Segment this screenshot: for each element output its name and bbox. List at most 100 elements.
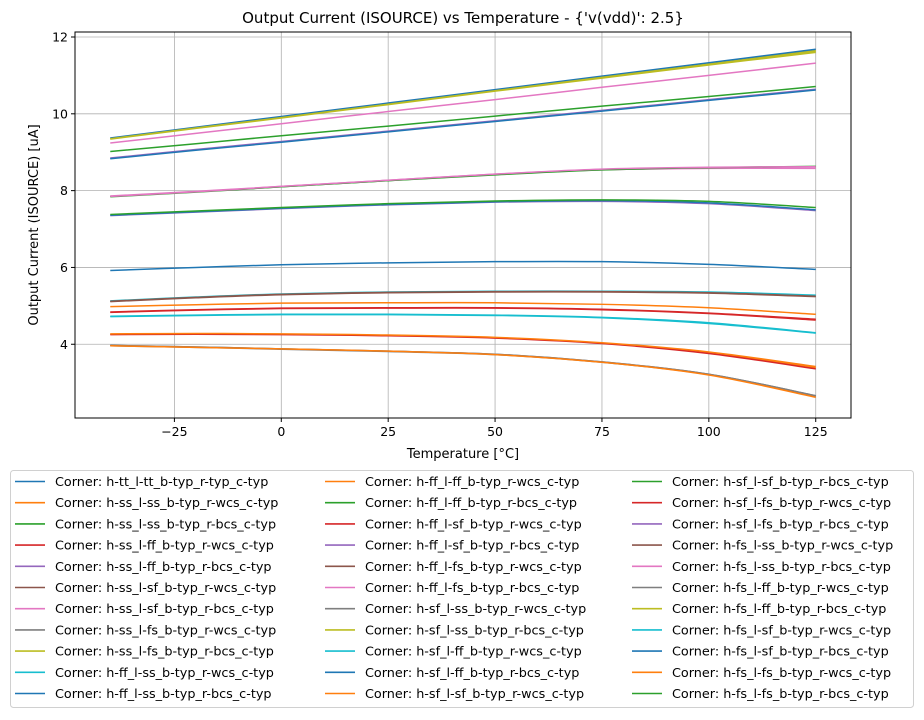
legend-item: Corner: h-ss_l-fs_b-typ_r-wcs_c-typ	[15, 623, 276, 638]
series-line	[110, 290, 816, 302]
series-line	[110, 301, 816, 316]
series-line	[110, 313, 816, 334]
legend-item: Corner: h-fs_l-fs_b-typ_r-wcs_c-typ	[632, 666, 891, 681]
legend-item: Corner: h-sf_l-ff_b-typ_r-wcs_c-typ	[325, 645, 582, 660]
legend-label: Corner: h-ff_l-fs_b-typ_r-bcs_c-typ	[365, 581, 579, 596]
legend-label: Corner: h-ff_l-ss_b-typ_r-wcs_c-typ	[55, 666, 274, 681]
plot-frame	[74, 31, 852, 419]
legend-label: Corner: h-sf_l-ss_b-typ_r-wcs_c-typ	[365, 602, 586, 617]
series-line	[110, 51, 816, 140]
series-line	[110, 88, 816, 159]
grid	[75, 32, 851, 418]
series-line	[110, 199, 816, 216]
legend-label: Corner: h-sf_l-ss_b-typ_r-bcs_c-typ	[365, 623, 584, 638]
legend-label: Corner: h-ss_l-fs_b-typ_r-wcs_c-typ	[55, 623, 276, 638]
legend-label: Corner: h-ff_l-ff_b-typ_r-wcs_c-typ	[365, 475, 579, 490]
legend-item: Corner: h-tt_l-tt_b-typ_r-typ_c-typ	[15, 475, 268, 490]
series-line	[110, 167, 816, 197]
y-tick-label: 12	[52, 29, 68, 44]
legend-item: Corner: h-ss_l-ss_b-typ_r-bcs_c-typ	[15, 517, 276, 532]
legend-label: Corner: h-ss_l-ff_b-typ_r-wcs_c-typ	[55, 539, 274, 554]
series-line	[110, 166, 816, 198]
legend-item: Corner: h-ff_l-ss_b-typ_r-bcs_c-typ	[15, 687, 272, 702]
series-line	[110, 89, 816, 160]
legend-item: Corner: h-ss_l-fs_b-typ_r-bcs_c-typ	[15, 645, 274, 660]
legend-label: Corner: h-ff_l-sf_b-typ_r-wcs_c-typ	[365, 517, 582, 532]
legend-label: Corner: h-fs_l-ss_b-typ_r-wcs_c-typ	[672, 539, 893, 554]
legend-item: Corner: h-ss_l-ss_b-typ_r-wcs_c-typ	[15, 496, 278, 511]
y-tick-label: 8	[60, 183, 68, 198]
series-line	[110, 165, 816, 198]
legend-item: Corner: h-fs_l-sf_b-typ_r-wcs_c-typ	[632, 623, 891, 638]
series-line	[110, 199, 816, 216]
legend-item: Corner: h-sf_l-ss_b-typ_r-wcs_c-typ	[325, 602, 586, 617]
series-line	[110, 166, 816, 198]
legend-label: Corner: h-fs_l-fs_b-typ_r-wcs_c-typ	[672, 666, 891, 681]
legend-label: Corner: h-ff_l-ff_b-typ_r-bcs_c-typ	[365, 496, 577, 511]
legend-label: Corner: h-ss_l-ff_b-typ_r-bcs_c-typ	[55, 560, 272, 575]
legend-label: Corner: h-fs_l-sf_b-typ_r-wcs_c-typ	[672, 623, 891, 638]
series-line	[110, 313, 816, 334]
x-tick-label: 25	[380, 424, 396, 439]
legend-label: Corner: h-sf_l-sf_b-typ_r-bcs_c-typ	[672, 475, 889, 490]
legend-item: Corner: h-ff_l-fs_b-typ_r-wcs_c-typ	[325, 560, 582, 575]
series-line	[110, 345, 816, 398]
legend-item: Corner: h-fs_l-ss_b-typ_r-wcs_c-typ	[632, 539, 893, 554]
legend-label: Corner: h-fs_l-ff_b-typ_r-wcs_c-typ	[672, 581, 889, 596]
y-axis-label: Output Current (ISOURCE) [uA]	[27, 124, 42, 325]
legend-label: Corner: h-ff_l-ss_b-typ_r-bcs_c-typ	[55, 687, 272, 702]
legend-item: Corner: h-fs_l-fs_b-typ_r-bcs_c-typ	[632, 687, 889, 702]
legend-item: Corner: h-sf_l-ss_b-typ_r-bcs_c-typ	[325, 623, 584, 638]
legend-label: Corner: h-sf_l-sf_b-typ_r-wcs_c-typ	[365, 687, 584, 702]
series-line	[110, 332, 816, 368]
legend-item: Corner: h-fs_l-sf_b-typ_r-bcs_c-typ	[632, 645, 889, 660]
series-line	[110, 48, 816, 139]
series-line	[110, 62, 816, 144]
legend-item: Corner: h-ss_l-ff_b-typ_r-wcs_c-typ	[15, 539, 274, 554]
legend-item: Corner: h-ss_l-sf_b-typ_r-wcs_c-typ	[15, 581, 276, 596]
legend-label: Corner: h-ss_l-ss_b-typ_r-wcs_c-typ	[55, 496, 278, 511]
y-tick-label: 6	[60, 260, 68, 275]
legend-item: Corner: h-ff_l-ff_b-typ_r-wcs_c-typ	[325, 475, 579, 490]
legend-item: Corner: h-ff_l-sf_b-typ_r-bcs_c-typ	[325, 539, 579, 554]
y-tick-label: 4	[60, 337, 68, 352]
x-tick-label: −25	[161, 424, 187, 439]
legend-item: Corner: h-ss_l-sf_b-typ_r-bcs_c-typ	[15, 602, 274, 617]
x-tick-label: 125	[804, 424, 828, 439]
x-tick-label: 0	[277, 424, 285, 439]
legend-label: Corner: h-fs_l-fs_b-typ_r-bcs_c-typ	[672, 687, 889, 702]
legend-label: Corner: h-ss_l-fs_b-typ_r-bcs_c-typ	[55, 645, 274, 660]
x-axis-label: Temperature [°C]	[406, 447, 519, 462]
legend-label: Corner: h-ss_l-ss_b-typ_r-bcs_c-typ	[55, 517, 276, 532]
legend-item: Corner: h-sf_l-sf_b-typ_r-bcs_c-typ	[632, 475, 889, 490]
axis-ticks: −25 0 25 50 75 100 125 4 6 8 10 12	[52, 29, 828, 439]
legend-item: Corner: h-sf_l-sf_b-typ_r-wcs_c-typ	[325, 687, 584, 702]
legend: Corner: h-tt_l-tt_b-typ_r-typ_c-typ Corne…	[15, 475, 893, 702]
legend-item: Corner: h-ss_l-ff_b-typ_r-bcs_c-typ	[15, 560, 272, 575]
legend-item: Corner: h-sf_l-fs_b-typ_r-wcs_c-typ	[632, 496, 891, 511]
legend-label: Corner: h-fs_l-sf_b-typ_r-bcs_c-typ	[672, 645, 889, 660]
legend-item: Corner: h-ff_l-ss_b-typ_r-wcs_c-typ	[15, 666, 274, 681]
legend-item: Corner: h-ff_l-sf_b-typ_r-wcs_c-typ	[325, 517, 582, 532]
legend-item: Corner: h-sf_l-ff_b-typ_r-bcs_c-typ	[325, 666, 579, 681]
legend-item: Corner: h-fs_l-ff_b-typ_r-bcs_c-typ	[632, 602, 886, 617]
legend-item: Corner: h-sf_l-fs_b-typ_r-bcs_c-typ	[632, 517, 889, 532]
legend-label: Corner: h-ss_l-sf_b-typ_r-bcs_c-typ	[55, 602, 274, 617]
y-tick-label: 10	[52, 106, 68, 121]
legend-label: Corner: h-sf_l-ff_b-typ_r-wcs_c-typ	[365, 645, 582, 660]
chart-title: Output Current (ISOURCE) vs Temperature …	[242, 9, 684, 27]
legend-label: Corner: h-ff_l-sf_b-typ_r-bcs_c-typ	[365, 539, 579, 554]
x-tick-label: 50	[487, 424, 503, 439]
legend-label: Corner: h-fs_l-ss_b-typ_r-bcs_c-typ	[672, 560, 891, 575]
legend-item: Corner: h-fs_l-ss_b-typ_r-bcs_c-typ	[632, 560, 891, 575]
series-line	[110, 85, 816, 153]
x-tick-label: 75	[594, 424, 610, 439]
legend-label: Corner: h-tt_l-tt_b-typ_r-typ_c-typ	[55, 475, 268, 490]
series-line	[110, 333, 816, 369]
legend-label: Corner: h-fs_l-ff_b-typ_r-bcs_c-typ	[672, 602, 886, 617]
legend-item: Corner: h-fs_l-ff_b-typ_r-wcs_c-typ	[632, 581, 889, 596]
legend-item: Corner: h-ff_l-ff_b-typ_r-bcs_c-typ	[325, 496, 577, 511]
legend-label: Corner: h-sf_l-ff_b-typ_r-bcs_c-typ	[365, 666, 579, 681]
x-tick-label: 100	[697, 424, 721, 439]
